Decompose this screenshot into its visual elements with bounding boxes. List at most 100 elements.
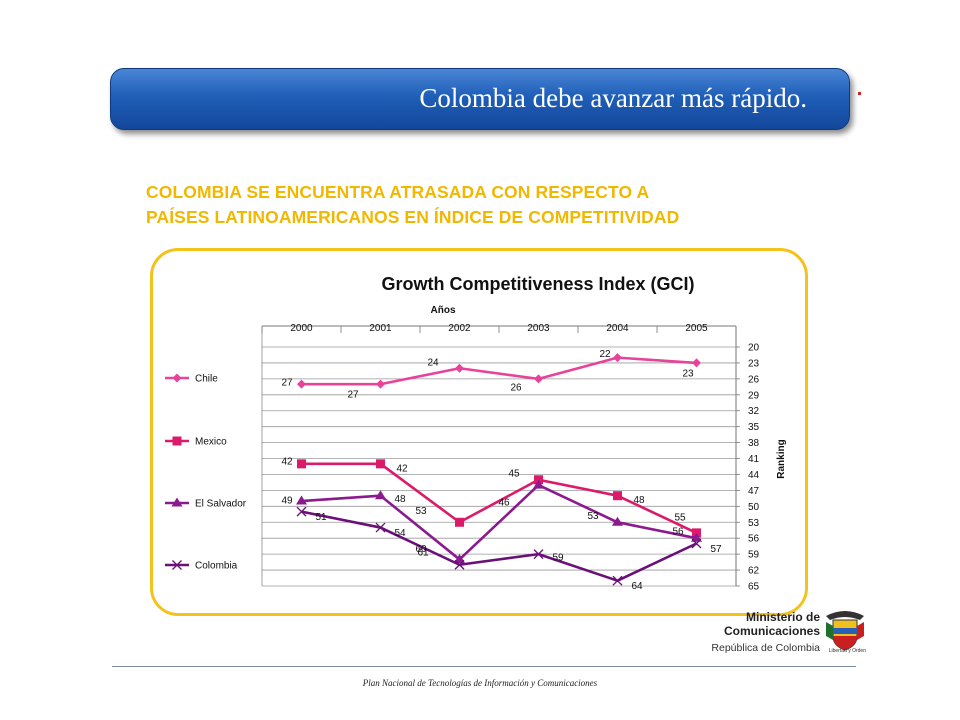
y-tick-label-26: 26 — [748, 374, 760, 385]
y-tick-label-53: 53 — [748, 518, 760, 529]
chart-data-labels: 27 27 24 26 22 23 42 42 53 45 48 55 49 48 60 46 53 56 51 54… — [282, 349, 723, 592]
y-tick-label-47: 47 — [748, 486, 760, 497]
data-label-chile-2002: 24 — [428, 358, 440, 369]
point-chile-2004 — [613, 353, 622, 363]
footer-rule — [112, 666, 856, 667]
y-tick-label-41: 41 — [748, 454, 760, 465]
x-tick-label-2003: 2003 — [527, 323, 550, 334]
data-label-mexico-2000: 42 — [282, 456, 294, 467]
point-colombia-2003 — [533, 549, 544, 560]
y-tick-label-62: 62 — [748, 566, 760, 577]
chart-frame — [150, 248, 808, 616]
point-mexico-2001 — [376, 459, 385, 469]
headline: COLOMBIA SE ENCUENTRA ATRASADA CON RESPE… — [146, 180, 679, 230]
legend-marker-mexico — [172, 436, 182, 446]
point-chile-2001 — [376, 379, 385, 389]
point-el-salvador-2001 — [375, 490, 386, 500]
data-label-el-salvador-2001: 48 — [395, 494, 407, 505]
point-colombia-2005 — [691, 538, 702, 549]
point-colombia-2001 — [375, 522, 386, 533]
data-label-el-salvador-2005: 56 — [673, 527, 685, 538]
series-line-mexico — [301, 462, 698, 535]
data-label-el-salvador-2002: 60 — [416, 544, 428, 555]
y-tick-label-59: 59 — [748, 550, 760, 561]
data-label-colombia-2002: 61 — [418, 547, 430, 558]
x-tick-label-2001: 2001 — [369, 323, 392, 334]
y-tick-label-32: 32 — [748, 406, 760, 417]
y-tick-label-44: 44 — [748, 470, 760, 481]
chart-title: Growth Competitiveness Index (GCI) — [381, 274, 694, 294]
legend-marker-colombia — [172, 560, 182, 570]
logo-motto: Libertad y Orden — [828, 648, 866, 654]
ministry-logo: Ministerio de Comunicaciones República d… — [711, 606, 878, 658]
point-chile-2002 — [455, 363, 464, 373]
data-label-mexico-2004: 48 — [634, 495, 646, 506]
data-label-mexico-2005: 55 — [675, 512, 687, 523]
point-el-salvador-2000 — [296, 495, 307, 505]
y-tick-label-29: 29 — [748, 390, 760, 401]
y-tick-label-20: 20 — [748, 343, 760, 354]
point-colombia-2002 — [454, 559, 465, 570]
headline-line-2: PAÍSES LATINOAMERICANOS EN ÍNDICE DE COM… — [146, 207, 680, 227]
data-label-colombia-2005: 57 — [711, 544, 723, 555]
logo-text-line-2: Comunicaciones — [723, 624, 820, 638]
chart-x-axis-title: Años — [431, 305, 456, 316]
data-label-chile-2003: 26 — [511, 382, 523, 393]
logo-text-line-1: Ministerio de — [745, 610, 820, 624]
point-el-salvador-2005 — [691, 532, 702, 542]
x-tick-label-2005: 2005 — [685, 323, 708, 334]
point-chile-2003 — [534, 374, 543, 384]
x-tick-label-2002: 2002 — [448, 323, 471, 334]
series-line-chile — [301, 356, 697, 386]
chart-grid — [262, 346, 736, 587]
y-tick-label-23: 23 — [748, 358, 760, 369]
data-label-chile-2000: 27 — [282, 378, 294, 389]
legend-label-el-salvador: El Salvador — [195, 499, 247, 510]
chart-legend: Chile Mexico El Salvador Colombia — [165, 373, 247, 572]
legend-marker-chile — [172, 373, 182, 383]
coat-of-arms-icon — [826, 611, 864, 651]
x-tick-label-2000: 2000 — [290, 323, 313, 334]
data-label-chile-2005: 23 — [683, 368, 695, 379]
legend-label-colombia: Colombia — [195, 561, 238, 572]
data-label-el-salvador-2003: 46 — [499, 498, 511, 509]
data-label-mexico-2002: 53 — [416, 506, 428, 517]
data-label-el-salvador-2000: 49 — [282, 496, 294, 507]
y-tick-label-56: 56 — [748, 534, 760, 545]
legend-label-chile: Chile — [195, 374, 218, 385]
chart-axes: 20 23 26 29 32 35 38 41 44 47 50 53 56 59 62 65 2000 2001… — [261, 323, 760, 593]
legend-label-mexico: Mexico — [195, 437, 227, 448]
series-line-colombia — [301, 510, 698, 582]
data-label-chile-2001: 27 — [348, 390, 360, 401]
point-el-salvador-2003 — [533, 479, 544, 489]
point-colombia-2004 — [612, 575, 623, 586]
data-label-colombia-2004: 64 — [632, 581, 644, 592]
data-label-colombia-2001: 54 — [395, 528, 407, 539]
point-mexico-2002 — [455, 517, 464, 527]
data-label-colombia-2003: 59 — [553, 553, 565, 564]
decorative-dot — [858, 92, 861, 95]
footer-text: Plan Nacional de Tecnologías de Informac… — [362, 678, 598, 688]
logo-text-line-3: República de Colombia — [711, 642, 820, 654]
y-tick-label-65: 65 — [748, 582, 760, 593]
data-label-chile-2004: 22 — [600, 349, 612, 360]
x-tick-label-2004: 2004 — [606, 323, 629, 334]
legend-marker-el-salvador — [171, 497, 183, 507]
point-chile-2000 — [297, 379, 306, 389]
y-tick-label-35: 35 — [748, 422, 760, 433]
data-label-colombia-2000: 51 — [316, 512, 328, 523]
point-mexico-2000 — [297, 459, 306, 469]
point-mexico-2004 — [613, 491, 622, 501]
chart-series — [296, 353, 702, 586]
data-label-mexico-2001: 42 — [397, 463, 409, 474]
point-chile-2005 — [692, 358, 701, 368]
chart-y-axis-title: Ranking — [776, 439, 787, 478]
slide-title: Colombia debe avanzar más rápido. — [419, 83, 807, 113]
y-tick-label-50: 50 — [748, 502, 760, 513]
series-line-el-salvador — [301, 483, 697, 561]
data-label-el-salvador-2004: 53 — [588, 511, 600, 522]
y-tick-label-38: 38 — [748, 438, 760, 449]
point-colombia-2000 — [296, 506, 307, 517]
headline-line-1: COLOMBIA SE ENCUENTRA ATRASADA CON RESPE… — [146, 182, 650, 202]
data-label-mexico-2003: 45 — [509, 468, 521, 479]
